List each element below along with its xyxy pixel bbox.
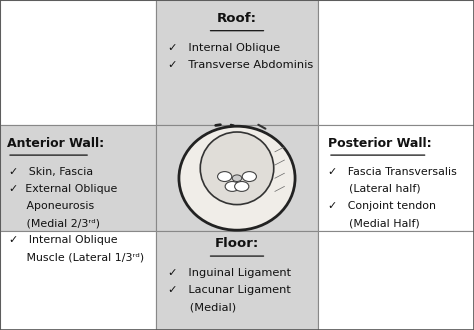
Bar: [0, 125, 156, 231]
Text: (Medial 2/3ʳᵈ): (Medial 2/3ʳᵈ): [9, 218, 100, 228]
Ellipse shape: [242, 172, 256, 182]
Bar: [318, 0, 474, 125]
Text: ✓   Internal Oblique: ✓ Internal Oblique: [168, 43, 281, 53]
Ellipse shape: [200, 132, 274, 205]
Text: ✓   Conjoint tendon: ✓ Conjoint tendon: [328, 201, 436, 211]
Text: ✓   Fascia Transversalis: ✓ Fascia Transversalis: [328, 167, 457, 177]
Text: (Medial): (Medial): [168, 303, 237, 313]
Bar: [156, 0, 318, 125]
Text: ✓   Skin, Fascia: ✓ Skin, Fascia: [9, 167, 93, 177]
Ellipse shape: [179, 126, 295, 230]
Text: ✓   Internal Oblique: ✓ Internal Oblique: [9, 235, 118, 245]
Text: ✓   Transverse Abdominis: ✓ Transverse Abdominis: [168, 60, 313, 70]
Text: Anterior Wall:: Anterior Wall:: [7, 137, 104, 150]
Ellipse shape: [232, 175, 242, 182]
Bar: [0, 0, 156, 125]
Ellipse shape: [225, 182, 239, 191]
Bar: [156, 231, 318, 330]
Bar: [318, 125, 474, 231]
Text: (Medial Half): (Medial Half): [328, 218, 420, 228]
Text: Posterior Wall:: Posterior Wall:: [328, 137, 432, 150]
Bar: [0, 231, 156, 330]
Text: Aponeurosis: Aponeurosis: [9, 201, 95, 211]
Ellipse shape: [218, 172, 232, 182]
Text: Roof:: Roof:: [217, 12, 257, 24]
Bar: [318, 231, 474, 330]
Text: Floor:: Floor:: [215, 237, 259, 250]
Text: (Lateral half): (Lateral half): [328, 184, 420, 194]
Text: ✓   Lacunar Ligament: ✓ Lacunar Ligament: [168, 285, 291, 295]
Text: ✓  External Oblique: ✓ External Oblique: [9, 184, 118, 194]
Bar: [156, 125, 318, 231]
Text: ✓   Inguinal Ligament: ✓ Inguinal Ligament: [168, 268, 292, 278]
Ellipse shape: [235, 182, 249, 191]
Text: Muscle (Lateral 1/3ʳᵈ): Muscle (Lateral 1/3ʳᵈ): [9, 252, 145, 262]
